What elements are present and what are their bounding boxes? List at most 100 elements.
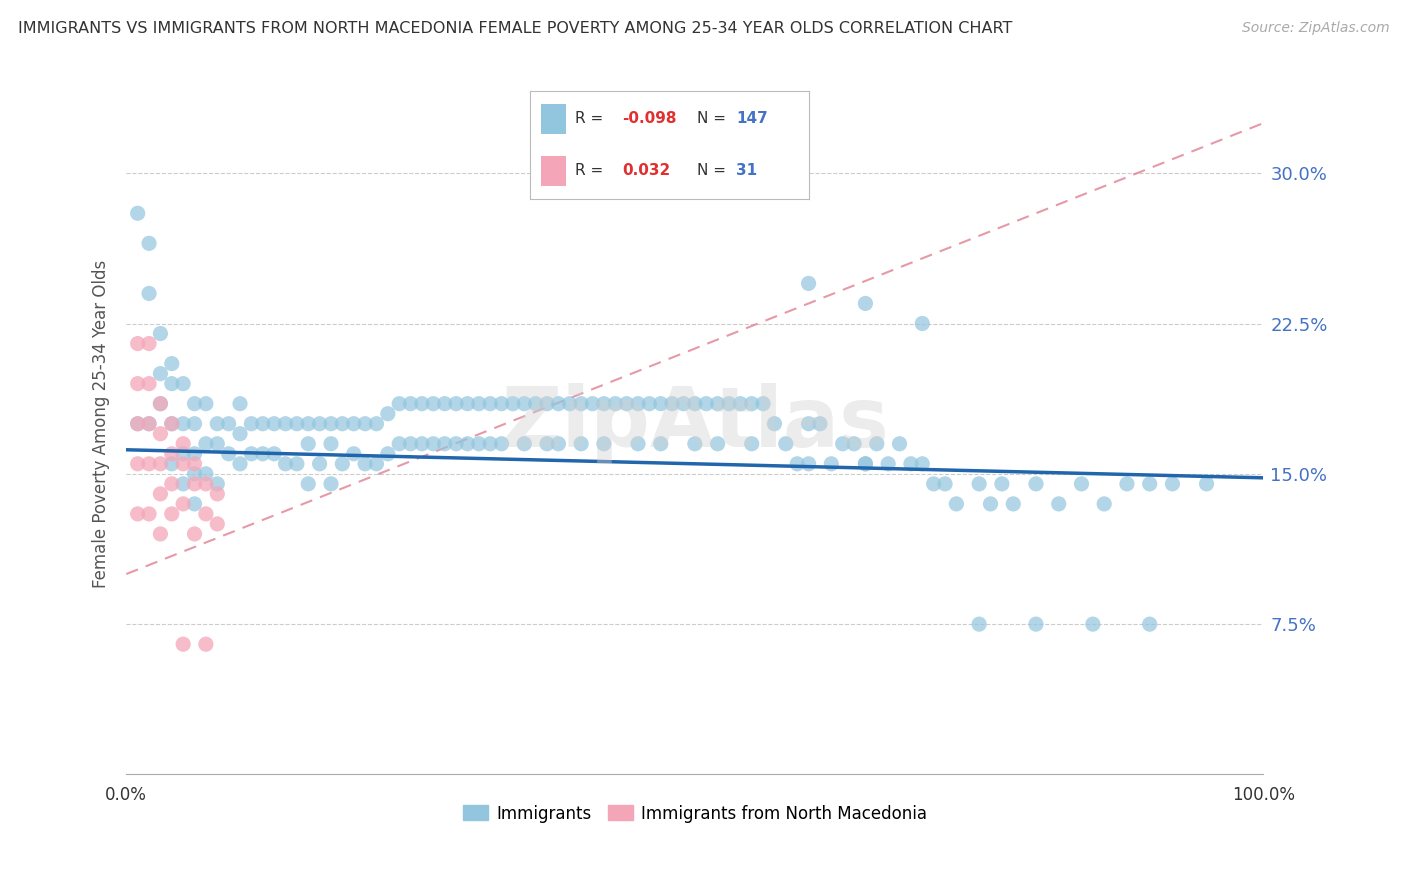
Point: [547, 436, 569, 450]
Point: [763, 417, 786, 431]
Point: [207, 417, 229, 431]
Point: [1092, 497, 1115, 511]
Point: [194, 397, 217, 411]
Point: [979, 497, 1001, 511]
Point: [138, 286, 160, 301]
Point: [650, 397, 672, 411]
Point: [411, 397, 433, 411]
Point: [160, 476, 183, 491]
Point: [399, 436, 422, 450]
Point: [569, 397, 592, 411]
Point: [558, 397, 581, 411]
Point: [183, 527, 205, 541]
Point: [945, 497, 967, 511]
Point: [513, 397, 536, 411]
Point: [741, 436, 763, 450]
Point: [730, 397, 752, 411]
Point: [1070, 476, 1092, 491]
Point: [285, 417, 308, 431]
Point: [1161, 476, 1184, 491]
Point: [672, 397, 695, 411]
Point: [797, 277, 820, 291]
Point: [877, 457, 900, 471]
Point: [661, 397, 683, 411]
Point: [695, 397, 717, 411]
Point: [569, 436, 592, 450]
Point: [706, 436, 728, 450]
Point: [218, 417, 240, 431]
Point: [330, 457, 353, 471]
Point: [240, 417, 263, 431]
Point: [808, 417, 831, 431]
Point: [207, 487, 229, 501]
Point: [319, 417, 342, 431]
Point: [911, 457, 934, 471]
Point: [536, 436, 558, 450]
Point: [172, 637, 194, 651]
Point: [627, 397, 650, 411]
Point: [786, 457, 808, 471]
Point: [706, 397, 728, 411]
Point: [433, 397, 456, 411]
Point: [616, 397, 638, 411]
Point: [194, 467, 217, 481]
Point: [377, 447, 399, 461]
Point: [319, 476, 342, 491]
Point: [991, 476, 1014, 491]
Point: [127, 417, 149, 431]
Point: [160, 507, 183, 521]
Point: [433, 436, 456, 450]
Point: [183, 457, 205, 471]
Point: [468, 397, 491, 411]
Text: IMMIGRANTS VS IMMIGRANTS FROM NORTH MACEDONIA FEMALE POVERTY AMONG 25-34 YEAR OL: IMMIGRANTS VS IMMIGRANTS FROM NORTH MACE…: [18, 21, 1012, 36]
Point: [934, 476, 956, 491]
Point: [138, 376, 160, 391]
Point: [1195, 476, 1218, 491]
Point: [252, 417, 274, 431]
Point: [297, 476, 319, 491]
Point: [319, 436, 342, 450]
Point: [797, 417, 820, 431]
Point: [502, 397, 524, 411]
Point: [1002, 497, 1025, 511]
Y-axis label: Female Poverty Among 25-34 Year Olds: Female Poverty Among 25-34 Year Olds: [93, 260, 110, 588]
Point: [194, 637, 217, 651]
Point: [172, 376, 194, 391]
Point: [297, 417, 319, 431]
Point: [683, 436, 706, 450]
Point: [308, 457, 330, 471]
Point: [127, 417, 149, 431]
Point: [354, 457, 377, 471]
Point: [127, 376, 149, 391]
Point: [218, 447, 240, 461]
Point: [138, 236, 160, 251]
Point: [297, 436, 319, 450]
Point: [581, 397, 603, 411]
Point: [343, 447, 366, 461]
Point: [491, 436, 513, 450]
Point: [194, 507, 217, 521]
Point: [127, 457, 149, 471]
Point: [229, 457, 252, 471]
Point: [149, 397, 172, 411]
Point: [967, 617, 990, 632]
Point: [308, 417, 330, 431]
Point: [160, 376, 183, 391]
Point: [252, 447, 274, 461]
Point: [138, 336, 160, 351]
Point: [752, 397, 775, 411]
Point: [479, 436, 502, 450]
Point: [855, 457, 877, 471]
Point: [149, 367, 172, 381]
Point: [127, 206, 149, 220]
Point: [343, 417, 366, 431]
Point: [330, 417, 353, 431]
Point: [149, 457, 172, 471]
Point: [444, 397, 467, 411]
Point: [855, 296, 877, 310]
Point: [172, 417, 194, 431]
Point: [160, 417, 183, 431]
Point: [138, 417, 160, 431]
Point: [194, 436, 217, 450]
Point: [285, 457, 308, 471]
